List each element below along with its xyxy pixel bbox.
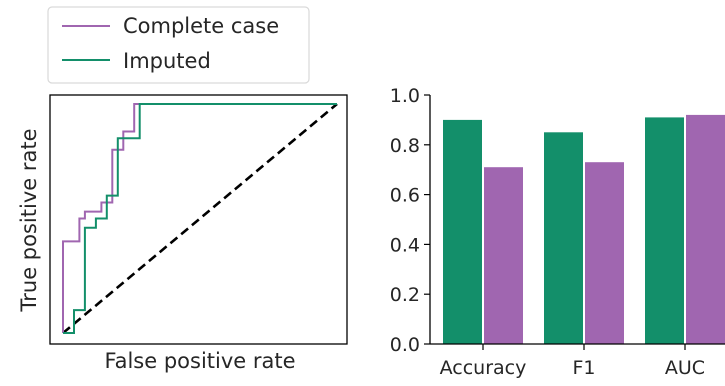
y-tick-label: 1.0	[390, 85, 420, 107]
x-tick-label-f1: F1	[572, 357, 595, 379]
roc-chart: False positive rate True positive rate	[17, 94, 348, 373]
y-tick-label: 0.4	[390, 234, 420, 256]
bar-f1-imputed	[544, 132, 583, 344]
bar-accuracy-imputed	[443, 119, 482, 345]
roc-lines	[62, 103, 338, 334]
bar-f1-complete-case	[585, 162, 624, 344]
metrics-bar-chart: Accuracy F1 AUC 0.0 0.2 0.4 0.6 0.8 1.0	[390, 85, 725, 379]
bar-axes: Accuracy F1 AUC 0.0 0.2 0.4 0.6 0.8 1.0	[390, 85, 725, 379]
legend-label-imputed: Imputed	[123, 49, 211, 73]
x-tick-label-auc: AUC	[665, 357, 705, 379]
y-tick-label: 0.8	[390, 135, 420, 157]
roc-chance-diagonal	[62, 103, 338, 334]
y-tick-label: 0.2	[390, 284, 420, 306]
bar-auc-complete-case	[686, 114, 725, 345]
roc-plot-frame	[49, 94, 348, 345]
y-tick-label: 0.0	[390, 334, 420, 356]
x-tick-label-accuracy: Accuracy	[440, 357, 527, 379]
roc-y-axis-label: True positive rate	[17, 129, 41, 313]
bar-layer	[443, 114, 725, 345]
bar-accuracy-complete-case	[484, 167, 523, 344]
roc-x-axis-label: False positive rate	[104, 349, 295, 373]
roc-line-imputed	[63, 103, 337, 334]
legend: Complete case Imputed	[47, 6, 310, 84]
y-tick-label: 0.6	[390, 185, 420, 207]
bar-auc-imputed	[645, 117, 684, 345]
legend-frame	[47, 6, 310, 84]
roc-line-complete-case	[62, 103, 337, 333]
legend-label-complete-case: Complete case	[123, 14, 279, 38]
